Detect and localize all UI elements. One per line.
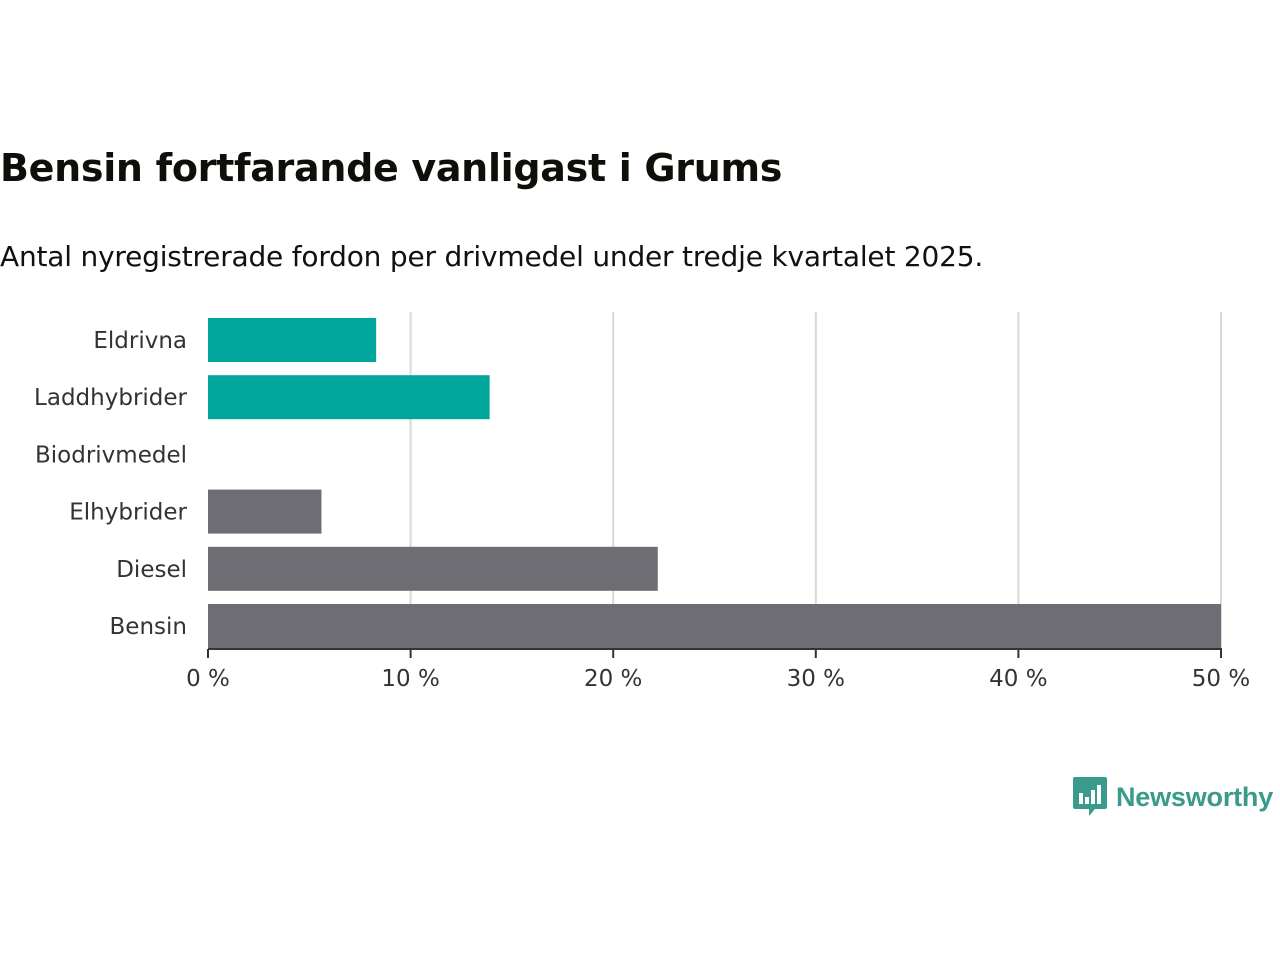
x-tick-label: 50 % — [1192, 666, 1250, 692]
bar-laddhybrider — [208, 375, 490, 420]
x-axis: 0 % 10 % 20 % 30 % 40 % 50 % — [186, 648, 1250, 692]
grid-layer — [409, 312, 1222, 649]
category-labels: Eldrivna Laddhybrider Biodrivmedel Elhybrid… — [34, 328, 187, 640]
category-label: Bensin — [110, 614, 187, 640]
bar-diesel — [208, 546, 658, 591]
bar-elhybrider — [208, 489, 322, 534]
x-tick-label: 10 % — [381, 666, 439, 692]
chart-subtitle: Antal nyregistrerade fordon per drivmede… — [0, 240, 984, 273]
x-tick-label: 0 % — [186, 666, 230, 692]
x-tick-label: 20 % — [584, 666, 642, 692]
x-tick-label: 40 % — [989, 666, 1047, 692]
category-label: Eldrivna — [93, 328, 187, 354]
bar-chart: Eldrivna Laddhybrider Biodrivmedel Elhybrid… — [34, 312, 1250, 692]
category-label: Laddhybrider — [34, 385, 187, 411]
chart-title: Bensin fortfarande vanligast i Grums — [0, 146, 783, 190]
newsworthy-logo-icon — [1073, 777, 1107, 816]
category-label: Biodrivmedel — [35, 442, 187, 468]
x-tick-label: 30 % — [787, 666, 845, 692]
category-label: Diesel — [116, 557, 187, 583]
category-label: Elhybrider — [69, 500, 187, 526]
bar-eldrivna — [208, 318, 377, 362]
bar-layer — [208, 318, 1221, 648]
bar-bensin — [208, 604, 1221, 648]
brand-name: Newsworthy — [1116, 781, 1274, 812]
brand-logo: Newsworthy — [1072, 776, 1273, 818]
